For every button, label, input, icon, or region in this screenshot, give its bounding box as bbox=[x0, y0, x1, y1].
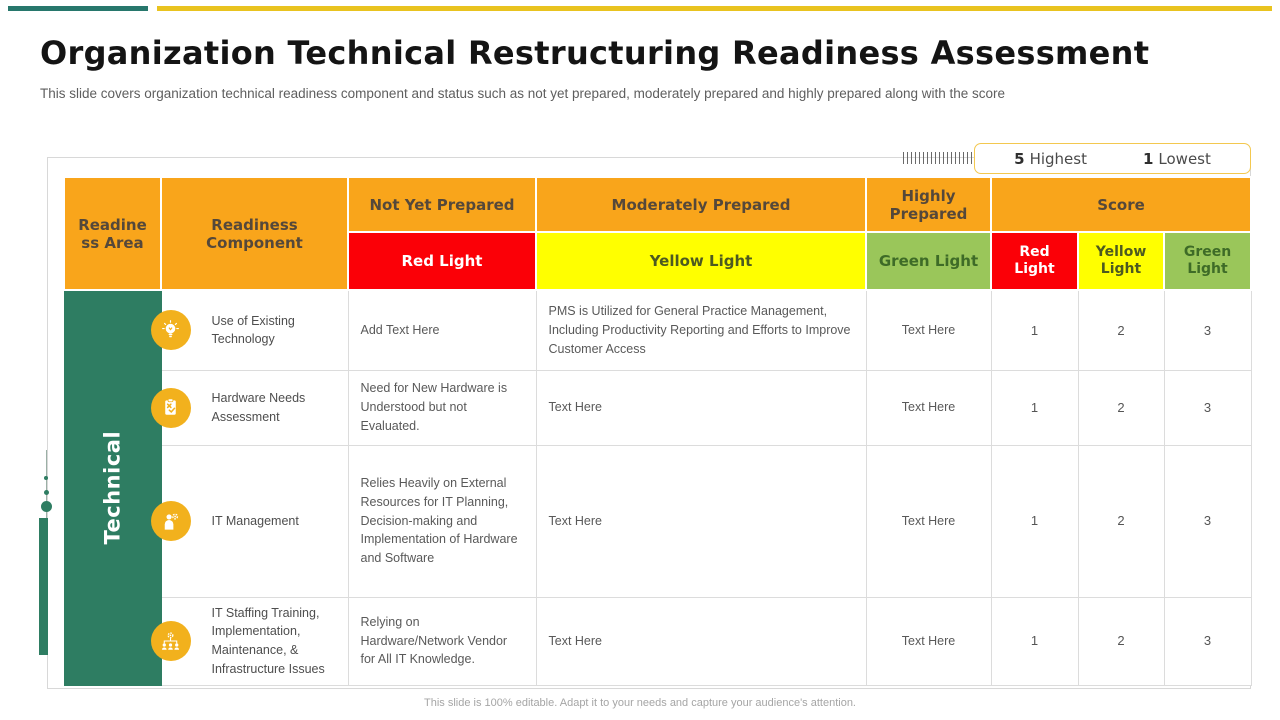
component-label: IT Staffing Training, Implementation, Ma… bbox=[211, 605, 325, 676]
legend-highest-label: Highest bbox=[1029, 149, 1087, 168]
component-cell: Hardware Needs Assessment bbox=[150, 369, 349, 446]
score-green-cell: 3 bbox=[1163, 596, 1252, 686]
legend-lowest-value: 1 bbox=[1142, 149, 1154, 168]
score-green-cell: 3 bbox=[1163, 289, 1252, 371]
footer-note: This slide is 100% editable. Adapt it to… bbox=[424, 697, 856, 709]
header-moderately-prepared: Moderately Prepared bbox=[535, 176, 867, 233]
not-yet-cell: Relying on Hardware/Network Vendor for A… bbox=[347, 596, 537, 686]
table-row: IT Staffing Training, Implementation, Ma… bbox=[64, 596, 1252, 686]
table-row: Technical Use of Existing Technology Add… bbox=[63, 289, 1252, 686]
left-decoration-dot-medium bbox=[43, 490, 49, 495]
header-highly-prepared: Highly Prepared bbox=[865, 176, 992, 233]
table-container: 5 Highest 1 Lowest Readiness Area Readines… bbox=[47, 143, 1253, 689]
left-decoration-line bbox=[46, 450, 47, 518]
top-accent-bar-teal bbox=[8, 6, 148, 11]
it-manager-icon bbox=[150, 501, 191, 541]
page-title: Organization Technical Restructuring Rea… bbox=[40, 34, 1150, 72]
left-decoration-bar bbox=[39, 518, 48, 655]
clipboard-check-icon bbox=[150, 387, 191, 428]
header-score: Score bbox=[989, 176, 1253, 233]
header-score-green-light: Green Light bbox=[1162, 231, 1253, 291]
highly-cell: Text Here bbox=[865, 369, 992, 446]
component-cell: Use of Existing Technology bbox=[150, 289, 349, 371]
moderately-cell: Text Here bbox=[535, 596, 867, 686]
legend-connector-ticks bbox=[903, 152, 973, 164]
header-not-yet-prepared: Not Yet Prepared bbox=[347, 176, 537, 233]
legend-lowest: 1 Lowest bbox=[1143, 150, 1211, 168]
header-readiness-component: Readiness Component bbox=[160, 176, 349, 291]
team-structure-icon bbox=[150, 621, 191, 661]
header-yellow-light: Yellow Light bbox=[535, 231, 867, 291]
highly-cell: Text Here bbox=[865, 289, 992, 371]
header-score-red-light: Red Light bbox=[990, 231, 1079, 291]
header-score-yellow-light: Yellow Light bbox=[1077, 231, 1165, 291]
score-yellow-cell: 2 bbox=[1077, 444, 1165, 598]
component-label: IT Management bbox=[211, 513, 299, 528]
highly-cell: Text Here bbox=[865, 596, 992, 686]
legend-lowest-label: Lowest bbox=[1158, 149, 1211, 168]
table-row: IT Management Relies Heavily on External… bbox=[64, 444, 1252, 598]
score-red-cell: 1 bbox=[990, 596, 1079, 686]
not-yet-cell: Relies Heavily on External Resources for… bbox=[347, 444, 537, 598]
score-red-cell: 1 bbox=[990, 289, 1079, 371]
score-yellow-cell: 2 bbox=[1077, 289, 1165, 371]
lightbulb-icon bbox=[150, 310, 191, 351]
score-yellow-cell: 2 bbox=[1077, 596, 1165, 686]
component-label: Hardware Needs Assessment bbox=[211, 390, 306, 424]
moderately-cell: Text Here bbox=[535, 444, 867, 598]
score-green-cell: 3 bbox=[1163, 369, 1252, 446]
left-decoration-dot-large bbox=[41, 501, 52, 512]
legend-highest: 5 Highest bbox=[1014, 150, 1087, 168]
component-label: Use of Existing Technology bbox=[211, 313, 295, 347]
not-yet-cell: Add Text Here bbox=[347, 289, 537, 371]
header-readiness-area: Readiness Area bbox=[63, 176, 162, 291]
legend-highest-value: 5 bbox=[1014, 149, 1025, 168]
score-red-cell: 1 bbox=[990, 444, 1079, 598]
not-yet-cell: Need for New Hardware is Understood but … bbox=[347, 369, 537, 446]
area-label: Technical bbox=[99, 430, 124, 545]
top-accent-bar-gold bbox=[157, 6, 1272, 11]
left-decoration-dot-small bbox=[44, 476, 48, 480]
score-legend: 5 Highest 1 Lowest bbox=[974, 143, 1251, 174]
highly-cell: Text Here bbox=[865, 444, 992, 598]
readiness-area-band: Technical bbox=[63, 289, 162, 686]
header-red-light: Red Light bbox=[347, 231, 537, 291]
score-green-cell: 3 bbox=[1163, 444, 1252, 598]
header-green-light: Green Light bbox=[865, 231, 992, 291]
readiness-table: Readiness Area Readiness Component Not Y… bbox=[63, 176, 1253, 686]
component-cell: IT Management bbox=[150, 444, 349, 598]
component-cell: IT Staffing Training, Implementation, Ma… bbox=[150, 596, 349, 686]
table-row: Hardware Needs Assessment Need for New H… bbox=[64, 369, 1252, 446]
page-subtitle: This slide covers organization technical… bbox=[40, 86, 1006, 101]
moderately-cell: Text Here bbox=[535, 369, 867, 446]
score-red-cell: 1 bbox=[990, 369, 1079, 446]
score-yellow-cell: 2 bbox=[1077, 369, 1165, 446]
moderately-cell: PMS is Utilized for General Practice Man… bbox=[535, 289, 867, 371]
